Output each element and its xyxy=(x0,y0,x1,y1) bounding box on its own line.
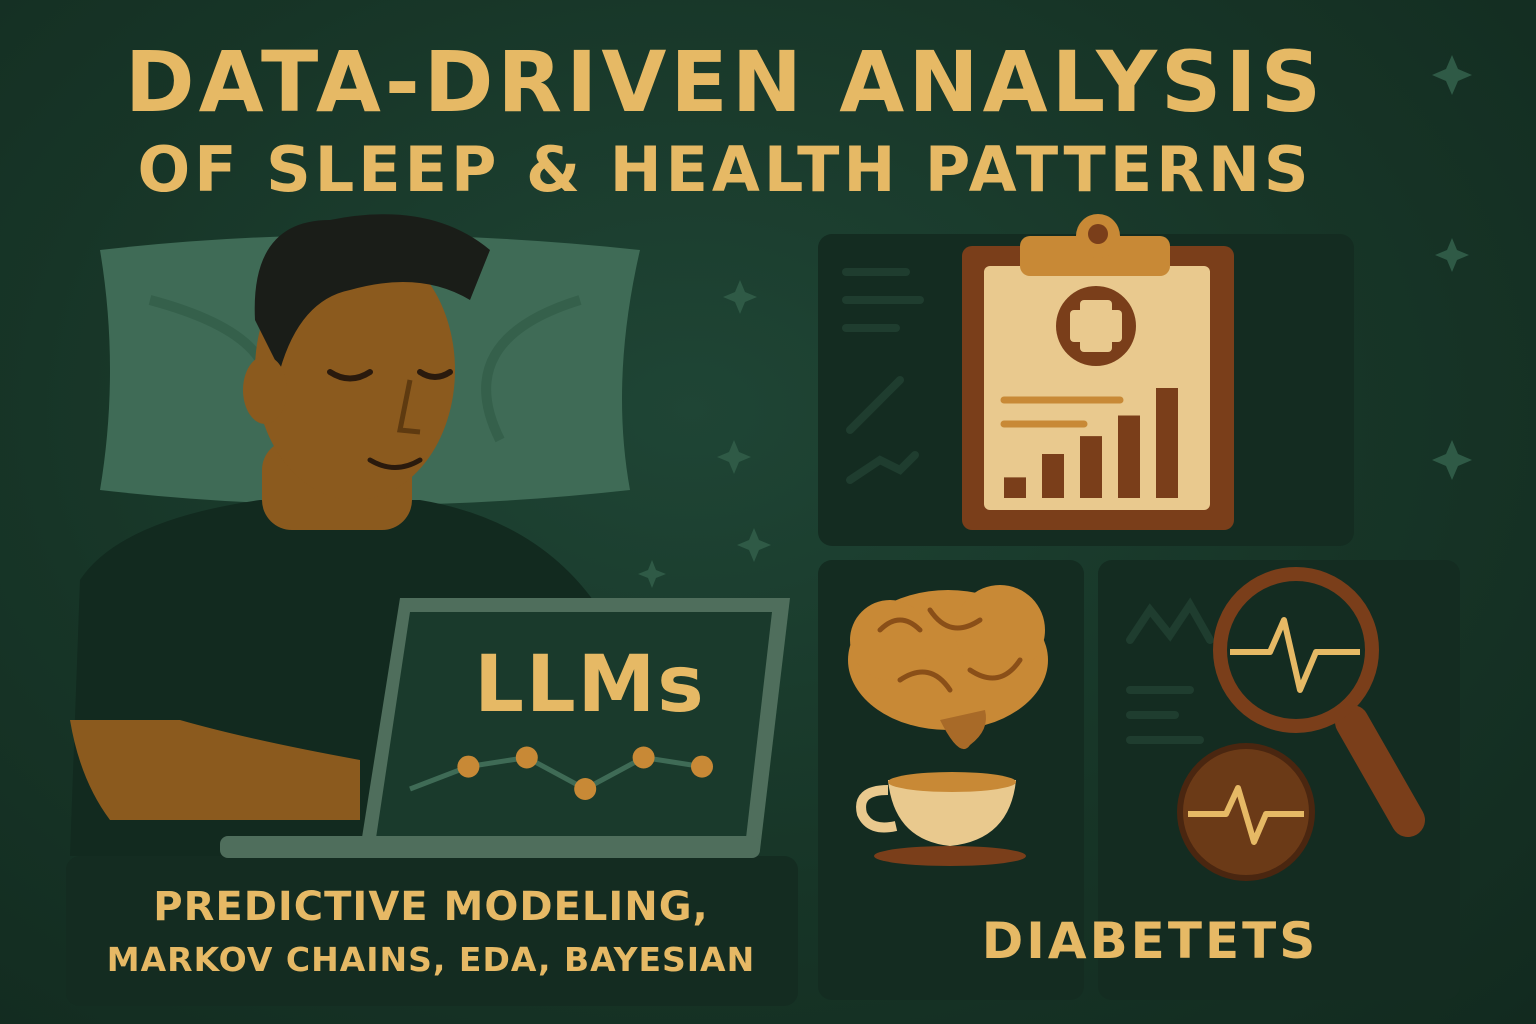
report-bar xyxy=(1042,454,1064,498)
trend-point xyxy=(632,746,655,769)
health-panel-label: DIABETETS xyxy=(981,912,1319,970)
laptop-trend-chart xyxy=(409,746,713,800)
report-bar xyxy=(1080,436,1102,498)
page-subtitle: OF SLEEP & HEALTH PATTERNS xyxy=(137,133,1313,206)
laptop-icon xyxy=(220,598,790,858)
page-title: DATA-DRIVEN ANALYSIS xyxy=(124,33,1326,131)
trend-point xyxy=(691,755,713,778)
trend-point xyxy=(515,746,538,769)
trend-point xyxy=(457,755,480,778)
clipboard-report-icon xyxy=(962,214,1234,530)
medical-cross-icon xyxy=(1056,286,1136,366)
methods-line-2: MARKOV CHAINS, EDA, BAYESIAN xyxy=(106,940,756,979)
report-bar xyxy=(1004,477,1026,498)
magnifier-heartbeat-icon xyxy=(1213,567,1425,837)
methods-line-1: PREDICTIVE MODELING, xyxy=(153,884,709,930)
report-bar xyxy=(1156,388,1178,498)
coffee-cup-icon xyxy=(856,772,1026,866)
laptop-screen-label: LLMs xyxy=(474,640,706,730)
sparkle-icon xyxy=(638,55,1472,588)
report-bar-chart xyxy=(1004,388,1178,498)
panel-decoration xyxy=(842,268,1214,744)
report-bar xyxy=(1118,415,1140,498)
methods-panel xyxy=(66,856,798,1006)
heartbeat-badge-icon xyxy=(1177,743,1315,881)
trend-point xyxy=(574,778,597,800)
brain-icon xyxy=(848,585,1048,750)
